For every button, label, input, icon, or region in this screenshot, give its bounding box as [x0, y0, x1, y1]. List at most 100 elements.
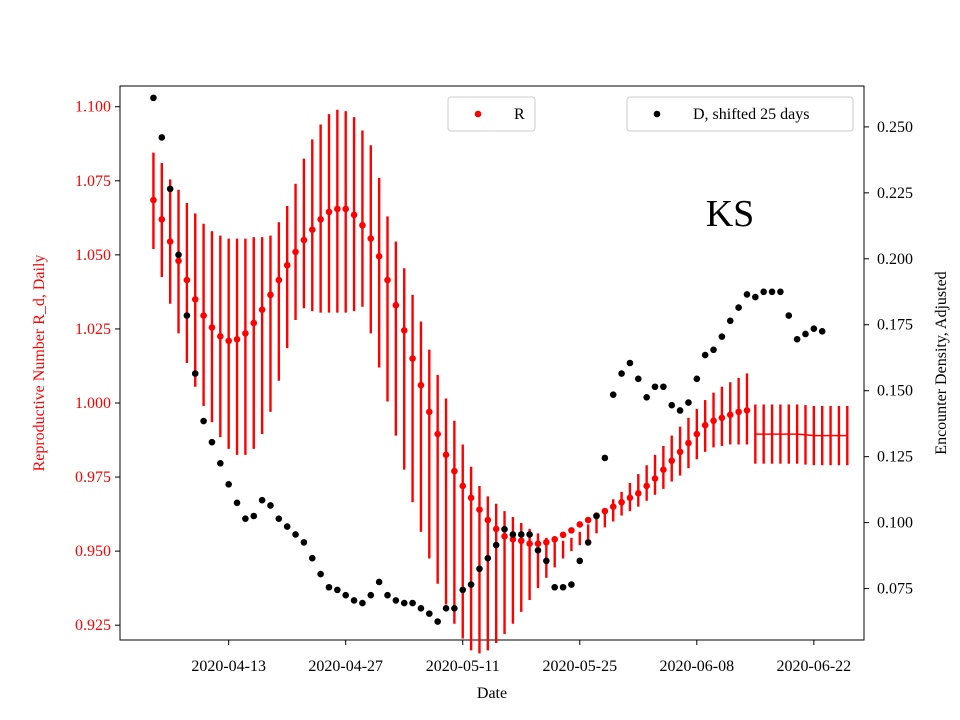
d-point [150, 94, 157, 102]
r-point [726, 411, 734, 419]
r-point [442, 451, 450, 459]
d-point [451, 605, 458, 612]
d-point [802, 330, 809, 338]
d-series [150, 94, 826, 625]
r-point [375, 253, 383, 260]
left-tick-label: 0.925 [75, 617, 111, 634]
r-point [718, 414, 726, 422]
x-tick-label: 2020-05-11 [426, 658, 500, 675]
r-series [150, 196, 751, 548]
r-point [150, 196, 157, 204]
d-point [258, 496, 266, 504]
r-point [166, 238, 174, 245]
r-point [476, 506, 483, 513]
r-point [384, 276, 391, 284]
d-point [501, 525, 508, 533]
x-tick-label: 2020-06-22 [777, 658, 852, 675]
d-point [568, 581, 575, 588]
left-tick-label: 0.975 [75, 469, 111, 486]
d-point [434, 618, 441, 625]
d-point [576, 557, 584, 565]
d-point [551, 583, 558, 591]
r-point [208, 324, 216, 331]
r-point [183, 276, 191, 284]
d-point [768, 288, 776, 296]
right-tick-label: 0.100 [877, 515, 913, 532]
r-point [267, 291, 274, 299]
d-point [250, 512, 258, 520]
right-y-axis: 0.075 0.100 0.125 0.150 0.175 0.200 0.225 0.250 [864, 119, 913, 598]
d-point [526, 531, 533, 538]
d-point [183, 312, 191, 319]
right-tick-label: 0.200 [877, 251, 913, 268]
r-point [651, 475, 659, 482]
d-point [384, 591, 391, 599]
x-axis-title: Date [477, 685, 507, 702]
d-point [517, 531, 525, 538]
r-point [492, 525, 500, 533]
r-point [584, 516, 592, 524]
left-tick-label: 1.000 [75, 395, 111, 412]
r-point [200, 312, 207, 319]
left-axis-title: Reproductive Number R_d, Daily [31, 255, 48, 472]
r-point [334, 205, 341, 213]
r-point [317, 216, 324, 223]
legend-r-marker [474, 110, 482, 118]
d-point [217, 459, 224, 467]
r-point [484, 516, 492, 524]
d-point [200, 417, 207, 425]
r-point [568, 527, 575, 534]
r-point [434, 430, 441, 438]
d-point [342, 591, 350, 599]
r-point [551, 535, 558, 543]
d-point [660, 383, 667, 391]
legend-r: R [447, 96, 536, 132]
d-point [442, 605, 450, 612]
r-point [685, 439, 692, 447]
r-point [467, 494, 475, 502]
r-point [559, 531, 567, 539]
d-point [392, 597, 400, 604]
legend-r-box [447, 96, 536, 132]
x-tick-label: 2020-05-25 [542, 658, 617, 675]
d-point [676, 407, 684, 414]
d-point [743, 291, 751, 298]
left-tick-label: 1.025 [75, 321, 111, 338]
d-point [818, 328, 826, 335]
d-point [166, 185, 174, 193]
d-point [626, 359, 634, 367]
r-point [693, 430, 701, 438]
d-point [484, 554, 492, 562]
legend-r-label: R [514, 106, 525, 123]
r-point [534, 540, 542, 548]
left-tick-label: 1.075 [75, 173, 111, 190]
d-point [701, 351, 709, 359]
d-point [334, 586, 341, 594]
right-tick-label: 0.150 [877, 383, 913, 400]
d-point [685, 399, 692, 406]
d-point [208, 438, 216, 446]
d-point [634, 375, 642, 383]
d-point [292, 531, 299, 538]
r-point [217, 333, 224, 340]
r-point [292, 248, 299, 256]
d-point [350, 597, 358, 604]
x-axis: 2020-04-13 2020-04-27 2020-05-11 2020-05-25… [191, 640, 851, 675]
legend-d: D, shifted 25 days [626, 96, 854, 132]
r-point [158, 216, 166, 223]
r-point [191, 296, 199, 303]
r-point [634, 490, 642, 497]
d-point [317, 570, 324, 578]
r-point [300, 236, 308, 244]
d-point [375, 578, 383, 586]
r-point [526, 540, 533, 548]
d-point [367, 591, 375, 599]
r-point [576, 521, 584, 528]
r-point [325, 208, 333, 216]
r-point [601, 507, 609, 515]
legend-d-label: D, shifted 25 days [693, 106, 809, 123]
d-point [609, 391, 617, 398]
r-point [417, 381, 425, 389]
r-point [283, 261, 291, 269]
d-point [752, 293, 759, 301]
